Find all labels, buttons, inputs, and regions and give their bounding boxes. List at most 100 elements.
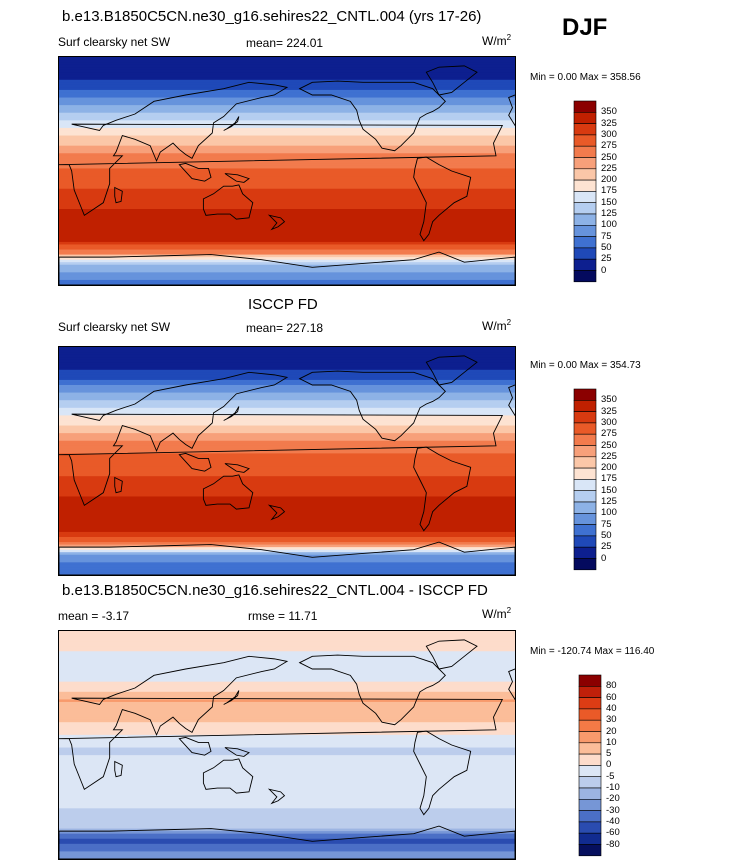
- zonal-band: [59, 633, 515, 637]
- zonal-band: [59, 810, 515, 814]
- panel1-variable-label: Surf clearsky net SW: [58, 35, 171, 49]
- zonal-band: [59, 405, 515, 409]
- zonal-band: [59, 402, 515, 406]
- colorbar-tick-label: 300: [601, 416, 617, 428]
- colorbar-swatch: [578, 844, 602, 857]
- zonal-band: [59, 524, 515, 528]
- zonal-band: [59, 833, 515, 837]
- panel2-map-plot: [59, 347, 515, 575]
- zonal-band: [59, 491, 515, 495]
- zonal-band: [59, 155, 515, 159]
- zonal-band: [59, 241, 515, 246]
- panel3-units: W/m2: [482, 606, 512, 621]
- zonal-band: [59, 666, 515, 670]
- zonal-band: [59, 762, 515, 766]
- colorbar-tick-label: 0: [601, 264, 607, 276]
- coastline: [202, 184, 254, 220]
- zonal-band: [59, 440, 515, 444]
- coastline: [413, 156, 472, 242]
- colorbar-swatch: [578, 787, 602, 800]
- colorbar-swatch: [578, 753, 602, 766]
- zonal-band: [59, 257, 515, 261]
- coastline: [59, 825, 515, 859]
- colorbar-tick-label: 100: [601, 219, 617, 231]
- zonal-band: [59, 638, 515, 642]
- colorbar-swatch: [573, 123, 597, 136]
- colorbar-swatch: [578, 674, 602, 687]
- zonal-band: [59, 77, 515, 81]
- zonal-band: [59, 140, 515, 144]
- zonal-band: [59, 354, 515, 358]
- zonal-band: [59, 823, 515, 827]
- coastline: [59, 541, 515, 575]
- colorbar-swatch: [573, 433, 597, 446]
- zonal-band: [59, 841, 515, 845]
- zonal-band: [59, 755, 515, 759]
- zonal-band: [59, 385, 515, 389]
- coastline: [178, 452, 212, 472]
- coastline: [508, 668, 515, 701]
- colorbar-swatch: [573, 490, 597, 503]
- zonal-band: [59, 203, 515, 208]
- coastline: [114, 760, 123, 778]
- zonal-band: [59, 795, 515, 799]
- colorbar-swatch: [573, 558, 597, 571]
- zonal-band: [59, 783, 515, 787]
- zonal-band: [59, 150, 515, 154]
- zonal-band: [59, 216, 515, 220]
- zonal-band: [59, 499, 515, 503]
- zonal-band: [59, 214, 515, 218]
- zonal-band: [59, 377, 515, 381]
- zonal-band: [59, 674, 515, 678]
- zonal-band: [59, 435, 515, 439]
- zonal-band: [59, 493, 515, 498]
- zonal-band: [59, 417, 515, 422]
- zonal-band: [59, 679, 515, 683]
- colorbar-swatch: [573, 112, 597, 124]
- zonal-band: [59, 69, 515, 73]
- colorbar-swatch: [573, 400, 597, 412]
- colorbar-tick-label: 80: [606, 680, 617, 692]
- colorbar-tick-label: 225: [601, 450, 617, 462]
- colorbar-tick-label: 225: [601, 162, 617, 174]
- zonal-band: [59, 390, 515, 394]
- colorbar-tick-label: 20: [606, 725, 617, 737]
- zonal-band: [59, 831, 515, 835]
- coastline: [413, 446, 472, 532]
- zonal-band: [59, 572, 515, 575]
- coastline: [202, 758, 254, 794]
- zonal-band: [59, 226, 515, 230]
- zonal-band: [59, 478, 515, 482]
- zonal-band: [59, 539, 515, 543]
- colorbar-tick-label: -80: [606, 838, 620, 850]
- colorbar-tick-label: 350: [601, 394, 617, 406]
- zonal-band: [59, 282, 515, 285]
- zonal-band: [59, 717, 515, 721]
- zonal-band: [59, 468, 515, 472]
- zonal-band: [59, 438, 515, 442]
- zonal-band: [59, 420, 515, 424]
- zonal-band: [59, 64, 515, 68]
- coastline: [202, 474, 254, 510]
- coastline: [114, 476, 123, 494]
- colorbar-swatch: [573, 270, 597, 283]
- colorbar-tick-label: 75: [601, 518, 612, 530]
- colorbar-swatch: [573, 179, 597, 192]
- zonal-band: [59, 712, 515, 716]
- zonal-band: [59, 224, 515, 228]
- zonal-band: [59, 775, 515, 779]
- coastline: [59, 81, 504, 217]
- zonal-band: [59, 347, 515, 351]
- coastline: [425, 355, 478, 386]
- zonal-band: [59, 476, 515, 480]
- zonal-band: [59, 127, 515, 132]
- coastline: [298, 654, 446, 726]
- zonal-band: [59, 176, 515, 180]
- zonal-band: [59, 168, 515, 172]
- zonal-band: [59, 788, 515, 792]
- zonal-band: [59, 843, 515, 847]
- coastline: [267, 788, 286, 805]
- colorbar-swatch: [573, 213, 597, 226]
- zonal-band: [59, 183, 515, 187]
- zonal-band: [59, 483, 515, 487]
